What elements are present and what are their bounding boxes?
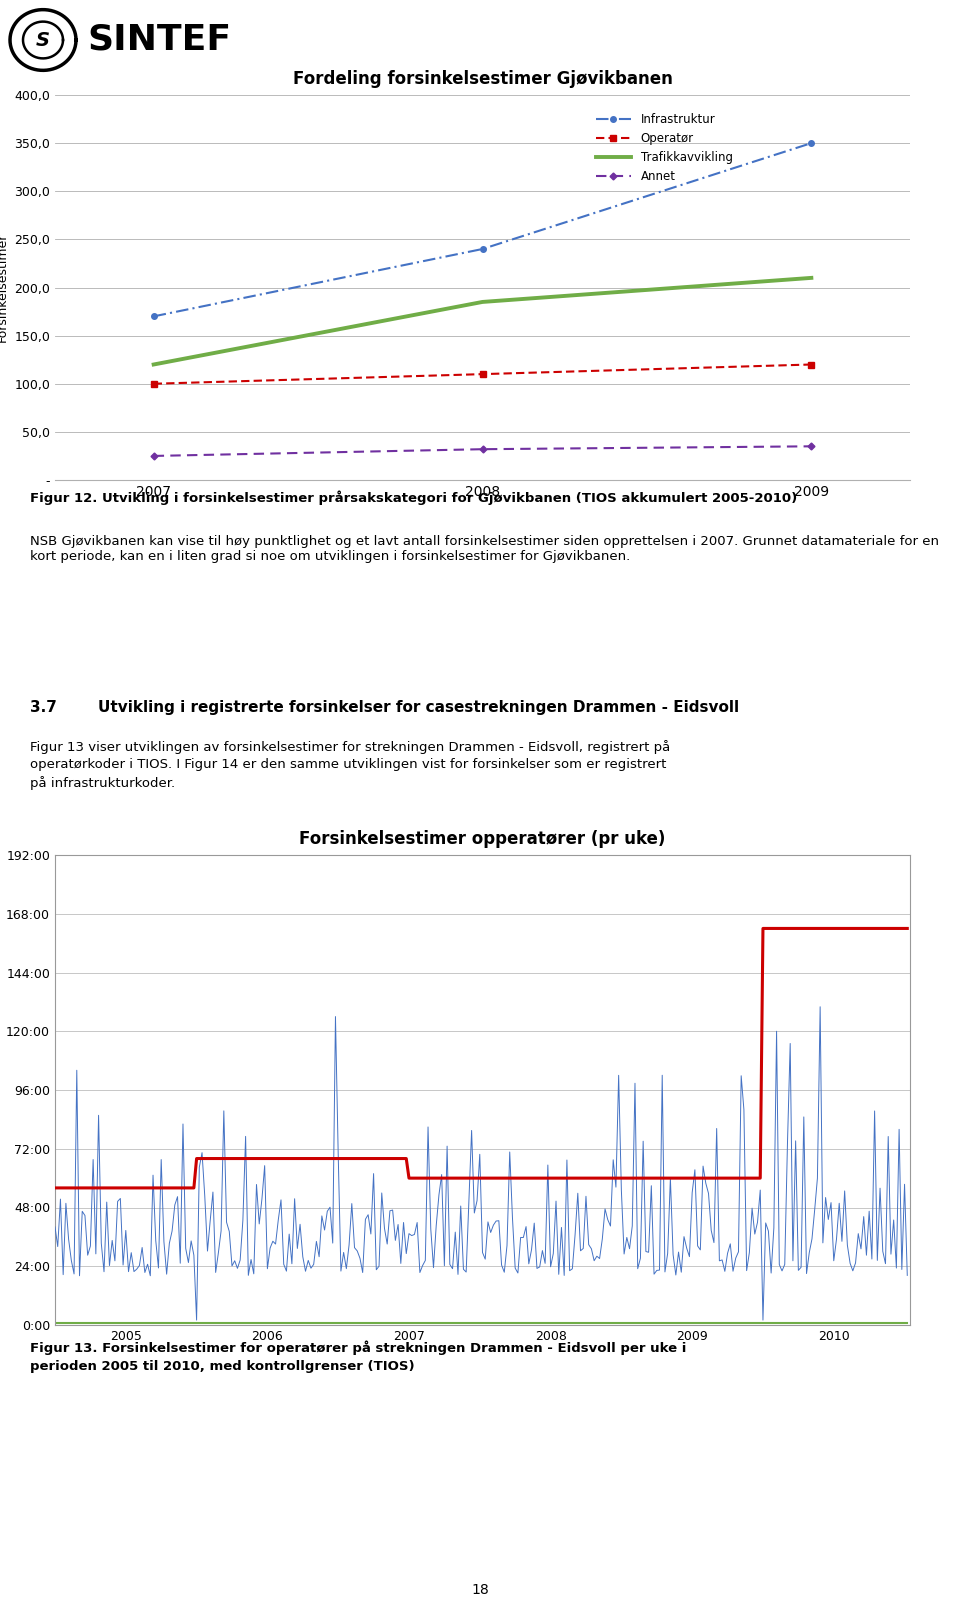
- Text: Figur 13. Forsinkelsestimer for operatører på strekningen Drammen - Eidsvoll per: Figur 13. Forsinkelsestimer for operatør…: [30, 1340, 686, 1354]
- Text: på infrastrukturkoder.: på infrastrukturkoder.: [30, 775, 175, 790]
- Text: SINTEF: SINTEF: [87, 23, 231, 56]
- Text: S: S: [36, 31, 50, 50]
- Text: 18: 18: [471, 1583, 489, 1597]
- Text: operatørkoder i TIOS. I Figur 14 er den samme utviklingen vist for forsinkelser : operatørkoder i TIOS. I Figur 14 er den …: [30, 758, 666, 771]
- Text: 3.7: 3.7: [30, 700, 57, 716]
- Y-axis label: Forsinkelsestimer: Forsinkelsestimer: [0, 232, 9, 342]
- Text: NSB Gjøvikbanen kan vise til høy punktlighet og et lavt antall forsinkelsestimer: NSB Gjøvikbanen kan vise til høy punktli…: [30, 535, 939, 563]
- Text: Figur 12. Utvikling i forsinkelsestimer prårsakskategori for Gjøvikbanen (TIOS a: Figur 12. Utvikling i forsinkelsestimer …: [30, 490, 797, 505]
- Title: Fordeling forsinkelsestimer Gjøvikbanen: Fordeling forsinkelsestimer Gjøvikbanen: [293, 69, 672, 89]
- Title: Forsinkelsestimer opperatører (pr uke): Forsinkelsestimer opperatører (pr uke): [300, 830, 665, 848]
- Text: Utvikling i registrerte forsinkelser for casestrekningen Drammen - Eidsvoll: Utvikling i registrerte forsinkelser for…: [98, 700, 739, 716]
- Text: Figur 13 viser utviklingen av forsinkelsestimer for strekningen Drammen - Eidsvo: Figur 13 viser utviklingen av forsinkels…: [30, 740, 670, 754]
- Legend: Infrastruktur, Operatør, Trafikkavvikling, Annet: Infrastruktur, Operatør, Trafikkavviklin…: [591, 108, 737, 187]
- Text: perioden 2005 til 2010, med kontrollgrenser (TIOS): perioden 2005 til 2010, med kontrollgren…: [30, 1361, 415, 1373]
